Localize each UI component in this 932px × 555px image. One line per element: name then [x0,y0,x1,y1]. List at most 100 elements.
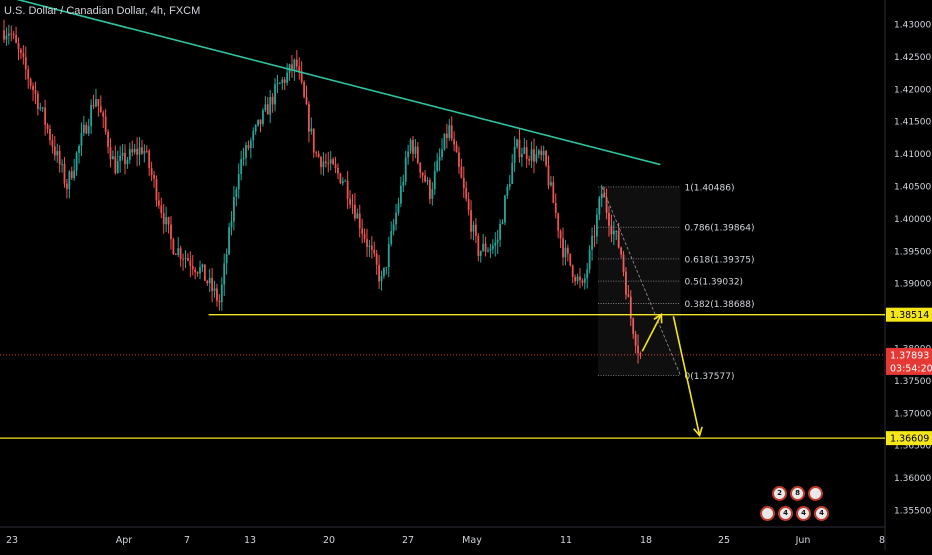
candle-body[interactable] [10,33,13,35]
candle-body[interactable] [131,149,134,153]
candle-body[interactable] [615,230,618,232]
candle-body[interactable] [436,160,439,171]
candle-body[interactable] [637,345,639,354]
candle-body[interactable] [504,195,506,223]
candle-body[interactable] [612,231,615,235]
candle-body[interactable] [433,170,436,190]
candle-body[interactable] [34,90,37,94]
candle-body[interactable] [80,132,83,146]
candle-body[interactable] [552,182,555,204]
candle-body[interactable] [288,64,291,73]
candle-body[interactable] [368,245,371,247]
candle-body[interactable] [458,152,460,167]
candle-body[interactable] [337,167,339,174]
candle-body[interactable] [441,149,443,157]
candle-body[interactable] [349,198,351,205]
candle-body[interactable] [632,318,635,335]
candle-body[interactable] [329,159,332,164]
candle-body[interactable] [496,239,499,243]
candle-body[interactable] [530,149,533,161]
candle-body[interactable] [153,175,155,179]
candle-body[interactable] [39,107,42,109]
candle-body[interactable] [583,278,586,283]
candle-body[interactable] [453,139,456,145]
candle-body[interactable] [600,193,603,199]
candle-body[interactable] [61,163,63,165]
candle-body[interactable] [254,125,257,132]
candle-body[interactable] [617,230,620,248]
candle-body[interactable] [564,247,567,258]
candle-body[interactable] [36,93,39,109]
candle-body[interactable] [409,139,412,152]
candle-body[interactable] [41,107,44,109]
candle-body[interactable] [516,139,518,147]
candle-body[interactable] [276,83,279,85]
candle-body[interactable] [528,159,531,161]
candle-body[interactable] [627,294,630,297]
candle-body[interactable] [576,276,579,282]
candle-body[interactable] [407,151,410,158]
candle-body[interactable] [455,144,458,153]
event-badge[interactable] [760,506,775,521]
candle-body[interactable] [431,189,434,199]
candle-body[interactable] [525,147,528,160]
candle-body[interactable] [218,300,221,303]
candle-body[interactable] [472,224,475,232]
candle-body[interactable] [421,172,424,176]
candle-body[interactable] [51,140,54,147]
candle-body[interactable] [341,181,344,184]
candle-body[interactable] [370,245,373,250]
candle-body[interactable] [121,152,124,156]
candle-body[interactable] [593,236,596,237]
candle-body[interactable] [70,171,73,179]
candle-body[interactable] [550,182,552,186]
candle-body[interactable] [58,151,61,165]
candle-body[interactable] [32,85,34,91]
candle-body[interactable] [66,183,68,189]
candle-body[interactable] [404,157,407,182]
candle-body[interactable] [216,288,218,301]
candle-body[interactable] [5,35,8,40]
candle-body[interactable] [109,147,112,160]
candle-body[interactable] [535,154,538,162]
candle-body[interactable] [501,222,504,224]
candle-body[interactable] [99,106,102,113]
candle-body[interactable] [63,163,66,184]
candle-body[interactable] [128,149,131,160]
candle-body[interactable] [605,197,608,213]
candle-body[interactable] [634,334,637,346]
candle-body[interactable] [119,155,122,162]
candle-body[interactable] [465,188,468,199]
candle-body[interactable] [274,84,276,105]
candle-body[interactable] [520,153,523,158]
candle-body[interactable] [579,276,581,281]
candle-body[interactable] [363,233,366,240]
candle-body[interactable] [29,79,32,86]
candle-body[interactable] [547,165,550,186]
candle-body[interactable] [470,210,472,232]
event-badge[interactable] [808,486,823,501]
candle-body[interactable] [397,203,400,213]
candle-body[interactable] [237,174,240,190]
candle-body[interactable] [414,146,417,154]
candle-body[interactable] [639,353,642,355]
candle-body[interactable] [598,198,601,215]
candle-body[interactable] [262,110,264,125]
candle-body[interactable] [569,253,572,266]
candle-body[interactable] [402,181,405,186]
candle-body[interactable] [85,124,88,134]
candle-body[interactable] [75,152,78,171]
candle-body[interactable] [242,157,245,160]
candle-body[interactable] [259,119,262,125]
candle-body[interactable] [317,153,320,158]
candle-body[interactable] [44,107,47,125]
candle-body[interactable] [78,145,80,153]
candle-body[interactable] [523,147,526,154]
candle-body[interactable] [68,171,71,189]
candle-body[interactable] [230,221,233,228]
candle-body[interactable] [179,248,182,259]
candle-body[interactable] [445,133,448,139]
candle-body[interactable] [177,248,180,255]
candle-body[interactable] [344,180,347,182]
